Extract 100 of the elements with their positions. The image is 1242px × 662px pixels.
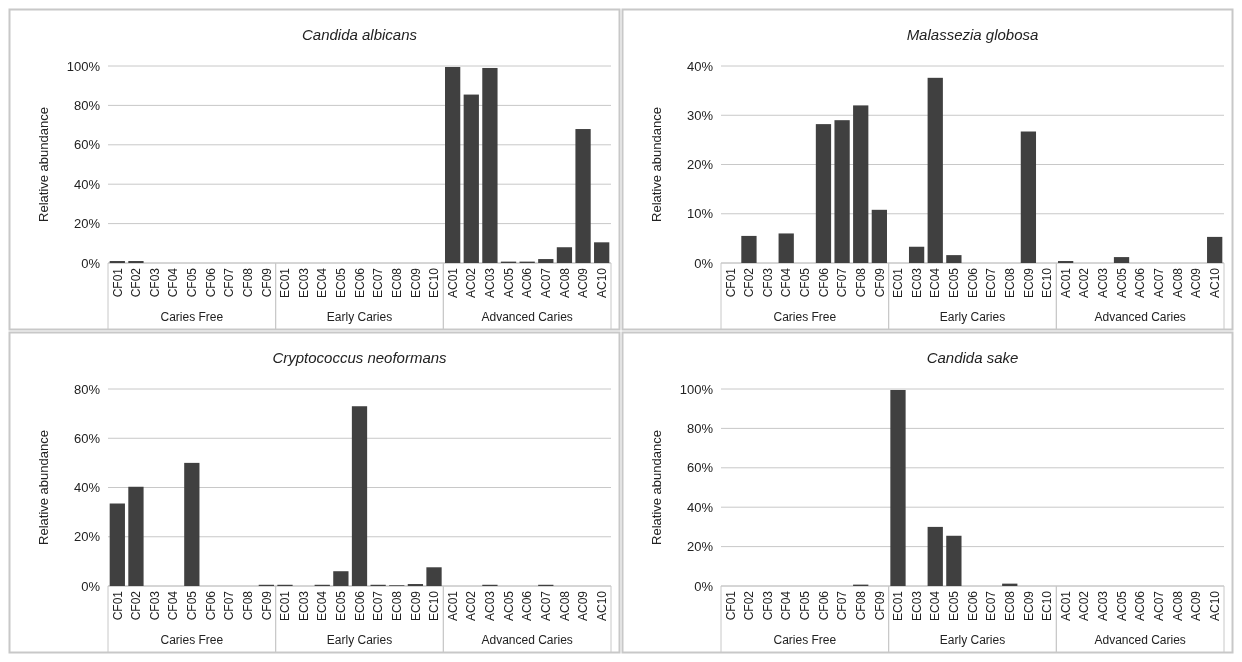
x-tick-label: EC03 [909, 267, 924, 299]
x-tick-label: AC05 [1114, 267, 1129, 299]
x-tick-label: CF02 [742, 590, 757, 621]
x-tick-label: CF02 [129, 267, 144, 298]
x-tick-label: CF06 [816, 590, 831, 621]
x-tick-label: EC07 [984, 590, 999, 622]
x-tick-label: AC07 [539, 590, 553, 622]
bar [853, 105, 869, 263]
x-tick-label: AC03 [483, 590, 498, 622]
x-tick-label: AC07 [1152, 267, 1166, 299]
x-tick-label: EC10 [1040, 267, 1055, 299]
x-tick-label: EC06 [352, 590, 367, 622]
x-tick-label: EC10 [427, 590, 442, 622]
x-tick-label: AC06 [520, 590, 535, 622]
x-tick-label: EC01 [891, 590, 906, 622]
text: Caries Free [160, 310, 224, 324]
x-tick-label: AC10 [594, 590, 609, 622]
x-tick-label: AC09 [576, 267, 591, 299]
chart-title: Candida albicans [301, 26, 418, 43]
y-tick-label: 60% [686, 460, 714, 476]
x-tick-label: AC05 [501, 590, 516, 622]
x-tick-label: CF03 [147, 267, 162, 298]
x-tick-label: EC04 [928, 590, 943, 622]
x-tick-label: CF08 [853, 590, 868, 621]
x-tick-label: CF04 [779, 590, 794, 621]
x-tick-label: AC06 [1133, 590, 1148, 622]
bar [1113, 257, 1130, 263]
bar [871, 209, 887, 263]
x-tick-label: CF09 [259, 590, 274, 621]
x-tick-label: EC01 [891, 267, 906, 299]
x-tick-label: CF05 [798, 267, 813, 298]
x-tick-label: EC08 [1002, 267, 1017, 299]
bar [426, 567, 442, 586]
x-tick-label: CF03 [147, 590, 162, 621]
y-tick-label: 40% [73, 176, 101, 192]
text: Early Caries [326, 633, 393, 647]
text: Advanced Caries [1094, 633, 1186, 647]
x-tick-label: AC02 [1077, 267, 1092, 299]
bar [463, 94, 479, 263]
bar [946, 535, 962, 586]
y-tick-label: 40% [686, 58, 714, 74]
x-tick-label: EC07 [371, 590, 386, 622]
x-tick-label: EC01 [278, 590, 293, 622]
y-tick-label: 100% [66, 58, 101, 74]
chart-title: Cryptococcus neoformans [272, 349, 448, 366]
x-tick-label: AC02 [464, 590, 479, 622]
y-axis-title: Relative abundance [649, 107, 664, 222]
x-tick-label: CF01 [110, 590, 125, 621]
text: Advanced Caries [1094, 310, 1186, 324]
bar [445, 66, 461, 263]
x-tick-label: CF09 [259, 267, 274, 298]
x-tick-label: AC03 [483, 267, 498, 299]
x-tick-label: AC09 [576, 590, 591, 622]
y-tick-label: 0% [694, 578, 714, 594]
bar [1020, 131, 1037, 263]
x-tick-label: EC03 [296, 267, 311, 299]
x-tick-label: EC09 [1021, 267, 1036, 299]
text: Caries Free [160, 633, 224, 647]
y-tick-label: 60% [73, 430, 101, 446]
x-tick-label: AC10 [1207, 267, 1222, 299]
bar [890, 389, 906, 586]
y-tick-label: 0% [81, 578, 101, 594]
bar [1207, 236, 1223, 263]
bar [594, 242, 610, 263]
y-tick-label: 60% [73, 137, 101, 153]
x-tick-label: EC07 [984, 267, 999, 299]
x-tick-label: AC08 [557, 590, 572, 622]
bar [908, 246, 925, 263]
x-tick-label: EC08 [389, 267, 404, 299]
y-tick-label: 20% [686, 157, 714, 173]
x-tick-label: CF04 [166, 590, 181, 621]
x-tick-label: EC04 [315, 590, 330, 622]
x-tick-label: AC10 [1207, 590, 1222, 622]
x-tick-label: EC06 [965, 590, 980, 622]
x-tick-label: CF03 [760, 267, 775, 298]
bar [927, 77, 943, 263]
chart-title: Malassezia globosa [906, 26, 1039, 43]
x-tick-label: CF06 [203, 267, 218, 298]
x-tick-label: CF07 [222, 590, 237, 621]
x-tick-label: CF08 [240, 590, 255, 621]
text: Caries Free [773, 310, 837, 324]
y-tick-label: 0% [81, 255, 101, 271]
bar [927, 526, 943, 586]
y-tick-label: 20% [686, 539, 714, 555]
x-tick-label: CF06 [816, 267, 831, 298]
x-tick-label: EC08 [389, 590, 404, 622]
x-tick-label: AC03 [1096, 267, 1111, 299]
x-tick-label: EC06 [352, 267, 367, 299]
bar [815, 124, 832, 263]
x-tick-label: AC07 [539, 267, 553, 299]
x-tick-label: EC01 [278, 267, 293, 299]
x-tick-label: EC09 [408, 590, 423, 622]
x-tick-label: AC01 [445, 267, 460, 299]
x-tick-label: AC07 [1152, 590, 1166, 622]
bar [741, 235, 757, 263]
bar [333, 571, 349, 586]
x-tick-label: EC04 [315, 267, 330, 299]
bar [575, 129, 591, 263]
x-tick-label: CF04 [166, 267, 181, 298]
x-tick-label: EC05 [334, 267, 349, 299]
